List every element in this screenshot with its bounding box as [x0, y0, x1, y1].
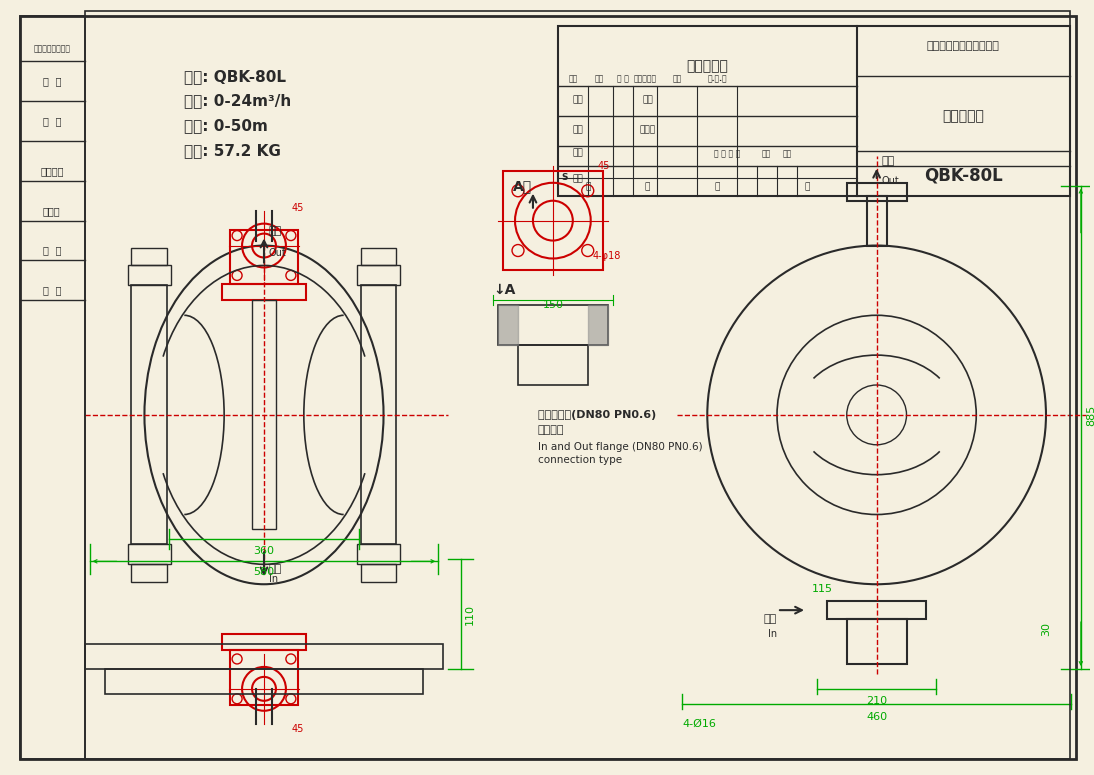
Text: 150: 150	[543, 301, 563, 310]
Bar	[847, 183, 907, 201]
Text: 流量: 0-24m³/h: 流量: 0-24m³/h	[184, 94, 291, 108]
Text: 出口: 出口	[269, 226, 282, 236]
Text: 铝合金材质: 铝合金材质	[686, 59, 729, 73]
Polygon shape	[498, 305, 519, 345]
Text: 阶 段 标 记: 阶 段 标 记	[714, 150, 741, 158]
Bar	[866, 196, 886, 246]
Text: 审核: 审核	[572, 174, 583, 184]
Bar	[519, 345, 587, 385]
Text: 460: 460	[866, 711, 887, 722]
Text: Out: Out	[882, 176, 899, 186]
Bar	[357, 544, 400, 564]
Bar	[847, 619, 907, 664]
Text: 工艺: 工艺	[642, 95, 653, 105]
Text: 出口: 出口	[882, 156, 895, 166]
Text: Out: Out	[269, 247, 287, 257]
Text: In: In	[768, 629, 777, 639]
Text: 45: 45	[292, 203, 304, 212]
Text: 设计: 设计	[572, 95, 583, 105]
Text: 签  字: 签 字	[43, 246, 61, 256]
Text: 进出口法兰(DN80 PN0.6): 进出口法兰(DN80 PN0.6)	[538, 410, 656, 420]
Text: 360: 360	[254, 546, 275, 556]
Bar	[503, 170, 603, 270]
Text: QBK-80L: QBK-80L	[924, 167, 1003, 184]
Text: 重量: 57.2 KG: 重量: 57.2 KG	[184, 143, 281, 158]
Text: 4-Ø16: 4-Ø16	[683, 718, 717, 728]
Text: 210: 210	[866, 696, 887, 706]
Text: 115: 115	[812, 584, 833, 594]
Text: 更改文件号: 更改文件号	[633, 74, 657, 84]
Text: 重量: 重量	[761, 150, 770, 158]
Bar	[361, 247, 396, 266]
Text: 量（画）用骨架近: 量（画）用骨架近	[33, 45, 70, 53]
Bar	[131, 285, 167, 544]
Text: In and Out flange (DN80 PN0.6): In and Out flange (DN80 PN0.6)	[538, 442, 702, 452]
Bar	[20, 16, 84, 759]
Bar	[105, 669, 423, 694]
Text: 885: 885	[1086, 405, 1094, 425]
Text: 45: 45	[597, 161, 610, 170]
Bar	[222, 634, 306, 650]
Text: 日  期: 日 期	[43, 285, 61, 295]
Bar	[84, 644, 443, 669]
Text: 连接尺寸: 连接尺寸	[538, 425, 565, 435]
Bar	[827, 601, 927, 619]
Text: 4-φ18: 4-φ18	[593, 250, 621, 260]
Text: connection type: connection type	[538, 455, 622, 465]
Text: 45: 45	[292, 724, 304, 734]
Bar	[131, 564, 167, 582]
Text: 标记: 标记	[568, 74, 578, 84]
Text: 底图号: 底图号	[43, 205, 60, 215]
Bar	[357, 266, 400, 285]
Bar	[558, 26, 1070, 196]
Bar	[230, 650, 298, 704]
Text: 进口: 进口	[269, 564, 282, 574]
Text: 分 区: 分 区	[617, 74, 629, 84]
Text: 30: 30	[1041, 622, 1051, 636]
Bar	[361, 285, 396, 544]
Text: 共: 共	[585, 182, 591, 191]
Text: 张: 张	[644, 182, 650, 191]
Text: 比例: 比例	[782, 150, 792, 158]
Bar	[128, 266, 172, 285]
Text: 张: 张	[804, 182, 810, 191]
Text: 描  校: 描 校	[43, 116, 61, 126]
Text: 相底图号: 相底图号	[40, 166, 63, 176]
Text: 数量: 数量	[595, 74, 604, 84]
Text: 永嘉县绳邦泵业有限公司: 永嘉县绳邦泵业有限公司	[927, 41, 1000, 51]
Text: 签名: 签名	[673, 74, 682, 84]
Text: 描  图: 描 图	[43, 76, 61, 86]
Bar	[498, 305, 607, 345]
Text: 110: 110	[465, 604, 475, 625]
Text: 校对: 校对	[572, 148, 583, 157]
Text: 第: 第	[714, 182, 720, 191]
Bar	[361, 564, 396, 582]
Polygon shape	[587, 305, 607, 345]
Text: A向: A向	[513, 179, 532, 193]
Text: 型号: QBK-80L: 型号: QBK-80L	[184, 69, 287, 84]
Text: S: S	[561, 174, 568, 182]
Bar	[128, 544, 172, 564]
Bar	[131, 247, 167, 266]
Text: 进口: 进口	[764, 614, 777, 624]
Bar	[230, 229, 298, 284]
Bar	[222, 284, 306, 301]
Text: 580: 580	[254, 567, 275, 577]
Text: ↓A: ↓A	[493, 284, 515, 298]
Text: 气动隔膜泵: 气动隔膜泵	[942, 109, 985, 123]
Text: 年.月.日: 年.月.日	[708, 74, 728, 84]
Bar	[252, 301, 276, 529]
Text: 扬程: 0-50m: 扬程: 0-50m	[184, 119, 268, 133]
Text: 制图: 制图	[572, 126, 583, 135]
Text: In: In	[269, 574, 278, 584]
Text: 标准化: 标准化	[640, 126, 655, 135]
